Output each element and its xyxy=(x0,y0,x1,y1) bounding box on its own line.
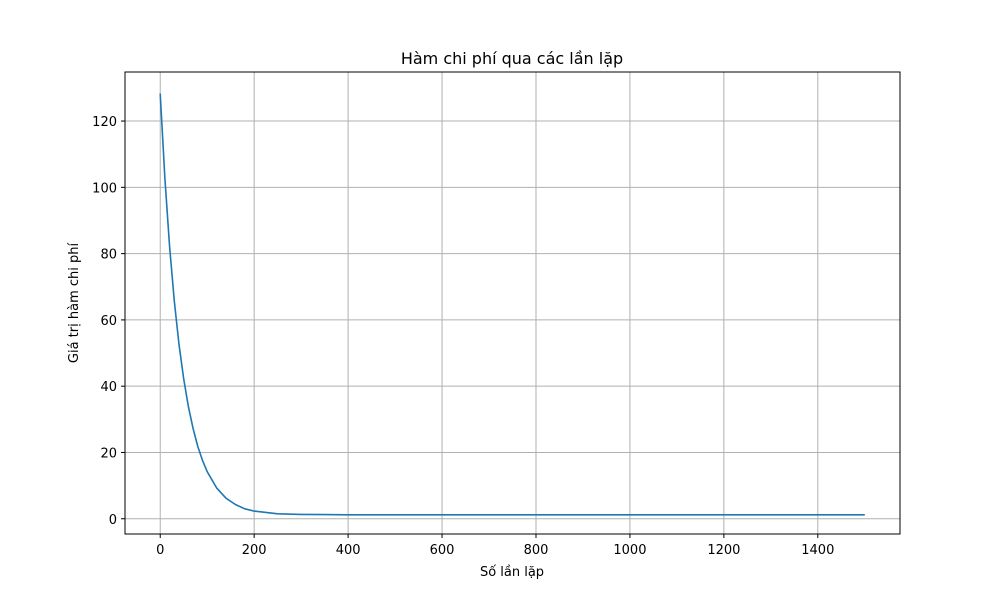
x-tick-label: 800 xyxy=(524,543,549,558)
y-tick-label: 120 xyxy=(92,115,117,130)
y-tick-label: 0 xyxy=(109,513,117,528)
y-tick-label: 80 xyxy=(100,248,117,263)
chart-title: Hàm chi phí qua các lần lặp xyxy=(401,49,623,68)
y-tick-label: 40 xyxy=(100,380,117,395)
series-layer xyxy=(159,93,865,516)
x-tick-label: 1400 xyxy=(801,543,834,558)
x-tick-label: 200 xyxy=(242,543,267,558)
x-tick-label: 400 xyxy=(336,543,361,558)
x-tick-label: 600 xyxy=(430,543,455,558)
plot-area-frame xyxy=(124,71,901,535)
x-axis-label: Số lần lặp xyxy=(480,565,544,580)
x-tick-label: 0 xyxy=(156,543,164,558)
ticks: 0 200 400 600 800 1000 1200 1400 0 20 40 60 80 100 120 xyxy=(92,115,834,558)
y-tick-label: 100 xyxy=(92,181,117,196)
cost-series-line xyxy=(159,93,865,516)
x-tick-label: 1200 xyxy=(707,543,740,558)
x-tick-label: 1000 xyxy=(613,543,646,558)
y-tick-label: 20 xyxy=(100,446,117,461)
grid xyxy=(125,72,900,534)
y-axis-label: Giá trị hàm chi phí xyxy=(67,243,82,364)
y-tick-label: 60 xyxy=(100,314,117,329)
